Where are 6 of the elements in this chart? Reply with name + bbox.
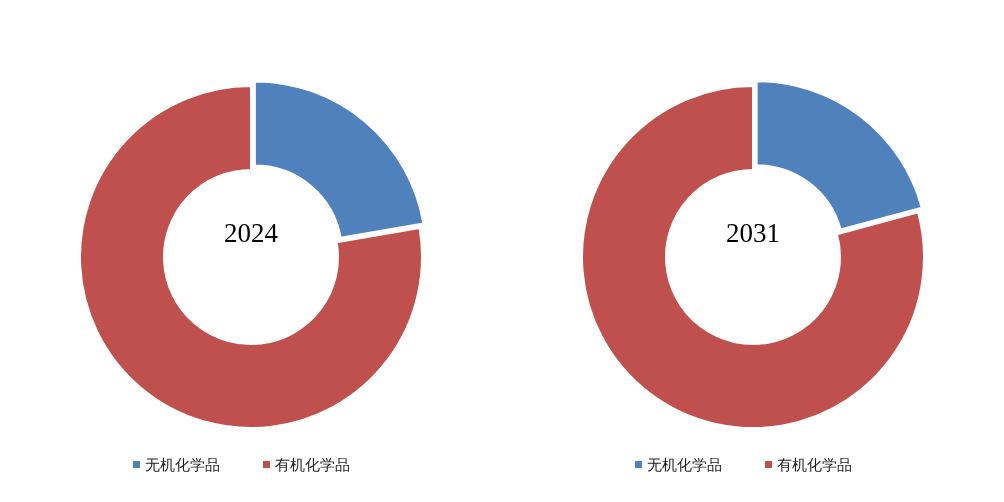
legend-label: 无机化学品	[145, 456, 220, 474]
text: 2024	[224, 218, 279, 248]
legend-label: 有机化学品	[777, 456, 852, 474]
legend-label: 无机化学品	[647, 456, 722, 474]
text: 2031	[726, 218, 780, 248]
legend-label: 有机化学品	[275, 456, 350, 474]
